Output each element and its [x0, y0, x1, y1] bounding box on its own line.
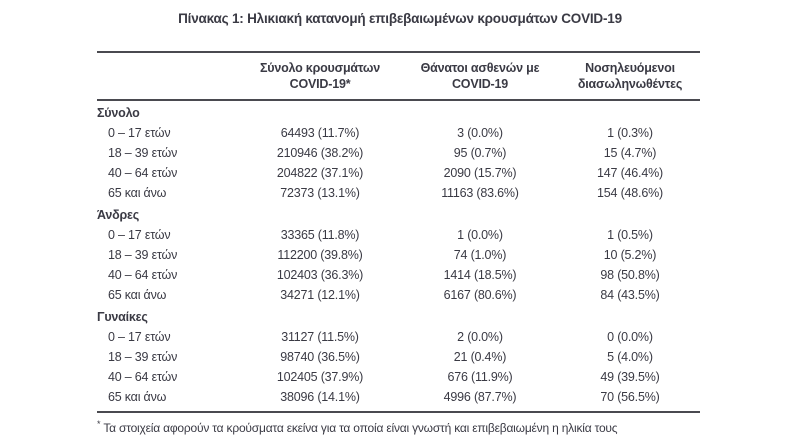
cases-value: 102403 (36.3%) — [276, 268, 364, 282]
table-row: 40 – 64 ετών 102403 (36.3%) 1414 (18.5%)… — [97, 265, 700, 285]
age-label: 18 – 39 ετών — [108, 350, 178, 364]
deaths-value: 1414 (18.5%) — [443, 268, 517, 282]
header-intubated: Νοσηλευόμενοι διασωληνωθέντες — [560, 51, 700, 101]
section-label: Άνδρες — [97, 208, 140, 222]
cases-value: 98740 (36.5%) — [280, 350, 360, 364]
table-row: 40 – 64 ετών 102405 (37.9%) 676 (11.9%) … — [97, 367, 700, 387]
section-label: Γυναίκες — [97, 310, 148, 324]
table-title: Πίνακας 1: Ηλικιακή κατανομή επιβεβαιωμέ… — [178, 11, 622, 26]
intubated-value: 1 (0.3%) — [607, 126, 653, 140]
footnote-marker: * — [97, 419, 101, 429]
deaths-value: 3 (0.0%) — [457, 126, 503, 140]
cases-value: 112200 (39.8%) — [277, 248, 363, 262]
age-label: 40 – 64 ετών — [108, 370, 178, 384]
deaths-value: 676 (11.9%) — [447, 370, 513, 384]
intubated-value: 10 (5.2%) — [603, 248, 657, 262]
data-table: Σύνολο κρουσμάτων COVID-19* Θάνατοι ασθε… — [97, 51, 700, 413]
intubated-value: 98 (50.8%) — [600, 268, 660, 282]
deaths-value: 74 (1.0%) — [453, 248, 507, 262]
header-deaths-line2: COVID-19 — [451, 77, 509, 91]
header-intubated-line1: Νοσηλευόμενοι — [585, 61, 675, 75]
section-label: Σύνολο — [97, 106, 140, 120]
cases-value: 33365 (11.8%) — [280, 228, 360, 242]
deaths-value: 2090 (15.7%) — [443, 166, 517, 180]
header-empty-cell — [97, 51, 240, 101]
deaths-value: 2 (0.0%) — [457, 330, 503, 344]
table-row: 65 και άνω 38096 (14.1%) 4996 (87.7%) 70… — [97, 387, 700, 412]
header-total-cases: Σύνολο κρουσμάτων COVID-19* — [240, 51, 400, 101]
intubated-value: 70 (56.5%) — [600, 390, 660, 404]
header-total-cases-line1: Σύνολο κρουσμάτων — [259, 61, 381, 75]
cases-value: 102405 (37.9%) — [276, 370, 364, 384]
header-total-cases-line2: COVID-19* — [289, 77, 351, 91]
age-label: 0 – 17 ετών — [108, 330, 171, 344]
header-deaths: Θάνατοι ασθενών με COVID-19 — [400, 51, 560, 101]
intubated-value: 0 (0.0%) — [607, 330, 653, 344]
table-row: 18 – 39 ετών 210946 (38.2%) 95 (0.7%) 15… — [97, 143, 700, 163]
section-row-men: Άνδρες — [97, 203, 700, 225]
table-row: 18 – 39 ετών 98740 (36.5%) 21 (0.4%) 5 (… — [97, 347, 700, 367]
age-label: 40 – 64 ετών — [108, 166, 178, 180]
section-row-total: Σύνολο — [97, 100, 700, 123]
section-row-women: Γυναίκες — [97, 305, 700, 327]
age-label: 0 – 17 ετών — [108, 126, 171, 140]
header-intubated-line2: διασωληνωθέντες — [577, 77, 683, 91]
table-row: 0 – 17 ετών 33365 (11.8%) 1 (0.0%) 1 (0.… — [97, 225, 700, 245]
cases-value: 64493 (11.7%) — [280, 126, 360, 140]
table-row: 65 και άνω 72373 (13.1%) 11163 (83.6%) 1… — [97, 183, 700, 203]
age-label: 18 – 39 ετών — [108, 248, 178, 262]
header-row: Σύνολο κρουσμάτων COVID-19* Θάνατοι ασθε… — [97, 51, 700, 101]
intubated-value: 1 (0.5%) — [607, 228, 653, 242]
deaths-value: 11163 (83.6%) — [441, 186, 519, 200]
cases-value: 38096 (14.1%) — [280, 390, 360, 404]
covid-age-table: Σύνολο κρουσμάτων COVID-19* Θάνατοι ασθε… — [97, 51, 700, 436]
intubated-value: 154 (48.6%) — [597, 186, 663, 200]
cases-value: 210946 (38.2%) — [276, 146, 364, 160]
age-label: 18 – 39 ετών — [108, 146, 178, 160]
deaths-value: 4996 (87.7%) — [443, 390, 517, 404]
table-row: 18 – 39 ετών 112200 (39.8%) 74 (1.0%) 10… — [97, 245, 700, 265]
intubated-value: 15 (4.7%) — [603, 146, 657, 160]
cases-value: 72373 (13.1%) — [280, 186, 360, 200]
deaths-value: 21 (0.4%) — [453, 350, 507, 364]
age-label: 65 και άνω — [108, 390, 167, 404]
age-label: 65 και άνω — [108, 288, 167, 302]
deaths-value: 1 (0.0%) — [457, 228, 503, 242]
footnote: * Τα στοιχεία αφορούν τα κρούσματα εκείνα… — [97, 417, 700, 436]
table-row: 65 και άνω 34271 (12.1%) 6167 (80.6%) 84… — [97, 285, 700, 305]
deaths-value: 95 (0.7%) — [453, 146, 507, 160]
cases-value: 31127 (11.5%) — [281, 330, 359, 344]
intubated-value: 147 (46.4%) — [597, 166, 663, 180]
footnote-text: Τα στοιχεία αφορούν τα κρούσματα εκείνα … — [103, 421, 618, 435]
table-row: 0 – 17 ετών 31127 (11.5%) 2 (0.0%) 0 (0.… — [97, 327, 700, 347]
age-label: 0 – 17 ετών — [108, 228, 171, 242]
cases-value: 204822 (37.1%) — [276, 166, 364, 180]
age-label: 40 – 64 ετών — [108, 268, 178, 282]
intubated-value: 49 (39.5%) — [600, 370, 660, 384]
deaths-value: 6167 (80.6%) — [443, 288, 517, 302]
table-row: 40 – 64 ετών 204822 (37.1%) 2090 (15.7%)… — [97, 163, 700, 183]
cases-value: 34271 (12.1%) — [280, 288, 360, 302]
age-label: 65 και άνω — [108, 186, 167, 200]
table-row: 0 – 17 ετών 64493 (11.7%) 3 (0.0%) 1 (0.… — [97, 123, 700, 143]
intubated-value: 84 (43.5%) — [600, 288, 660, 302]
intubated-value: 5 (4.0%) — [607, 350, 653, 364]
header-deaths-line1: Θάνατοι ασθενών με — [420, 61, 540, 75]
